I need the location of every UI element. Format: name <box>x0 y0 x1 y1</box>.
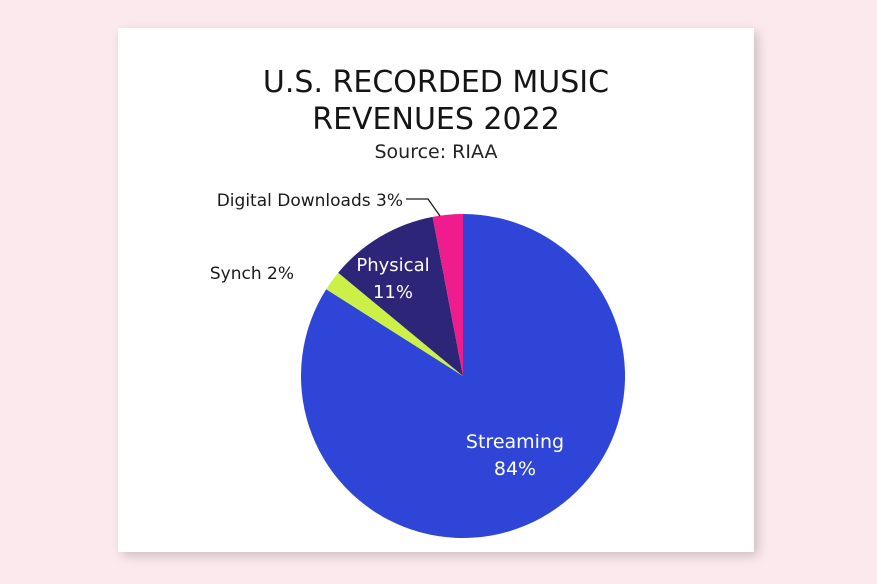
chart-title-line-2: REVENUES 2022 <box>312 102 560 137</box>
pie-label-physical-name: Physical <box>356 255 429 276</box>
pie-chart: Streaming 84% Synch 2% Physical 11% Digital D… <box>210 191 625 538</box>
pie-label-streaming-value: 84% <box>494 458 536 480</box>
pie-label-synch: Synch 2% <box>210 264 294 284</box>
pie-leader-digital-downloads <box>406 198 441 217</box>
pie-slice-physical <box>338 216 463 376</box>
chart-card: U.S. RECORDED MUSIC REVENUES 2022 Source… <box>118 28 754 552</box>
pie-label-streaming-name: Streaming <box>466 431 564 453</box>
pie-slice-digital-downloads <box>432 214 463 376</box>
pie-label-physical: Physical 11% <box>356 255 429 303</box>
pie-label-physical-value: 11% <box>373 282 413 303</box>
pie-label-streaming: Streaming 84% <box>466 431 564 480</box>
chart-title: U.S. RECORDED MUSIC REVENUES 2022 <box>118 64 754 138</box>
pie-slice-synch <box>326 272 463 376</box>
chart-title-line-1: U.S. RECORDED MUSIC <box>262 65 610 100</box>
chart-subtitle: Source: RIAA <box>374 141 498 163</box>
pie-label-digital-downloads: Digital Downloads 3% <box>217 191 403 211</box>
